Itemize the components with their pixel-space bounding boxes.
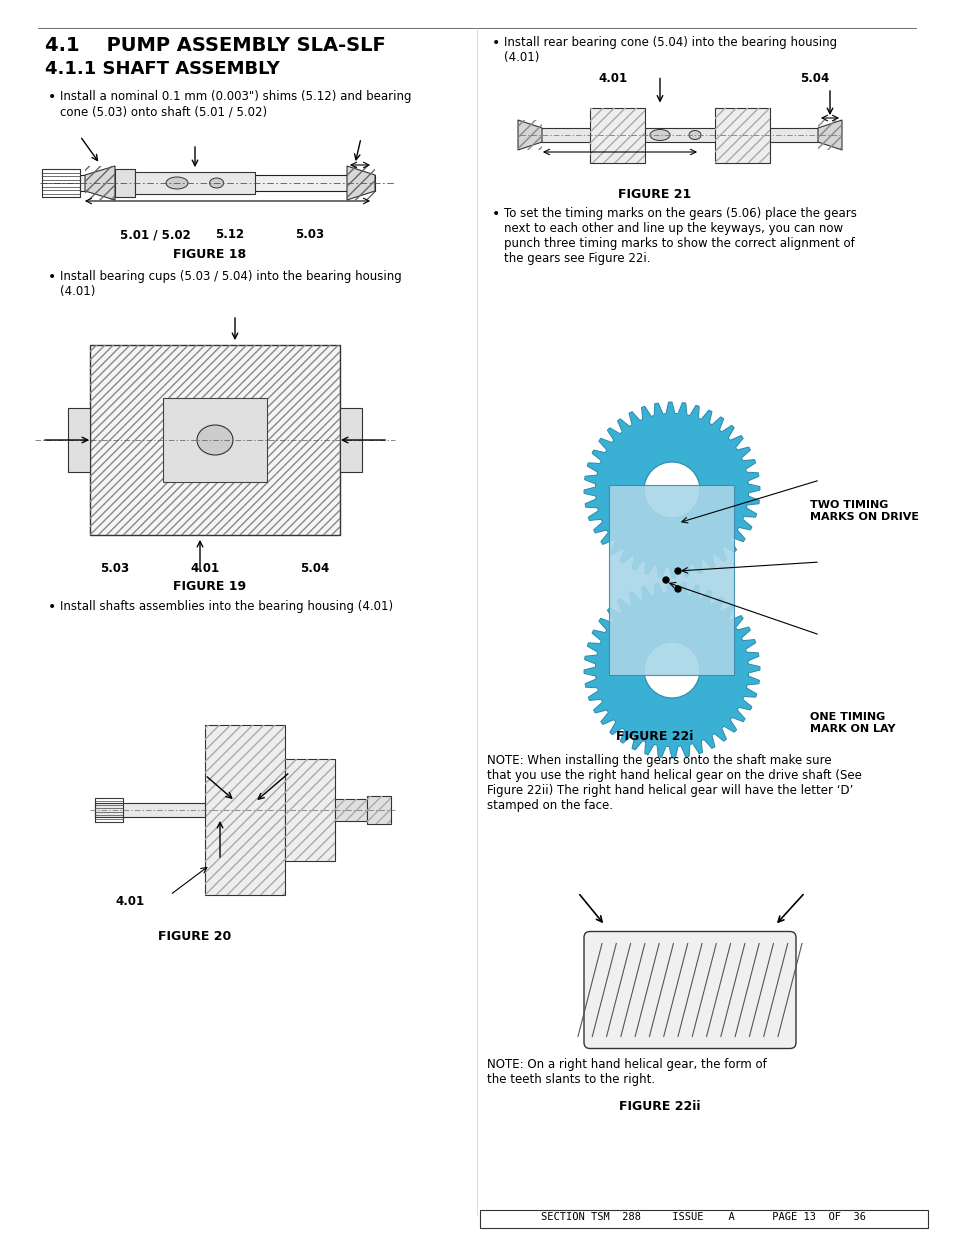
Text: FIGURE 22ii: FIGURE 22ii xyxy=(618,1100,700,1113)
Bar xyxy=(539,128,820,142)
Bar xyxy=(205,725,285,895)
Text: Install shafts assemblies into the bearing housing (4.01): Install shafts assemblies into the beari… xyxy=(60,600,393,613)
Bar xyxy=(85,165,115,200)
Text: 4.01: 4.01 xyxy=(190,562,219,576)
Circle shape xyxy=(643,642,700,698)
Text: FIGURE 22i: FIGURE 22i xyxy=(616,730,693,743)
Bar xyxy=(714,107,769,163)
Text: FIGURE 18: FIGURE 18 xyxy=(173,248,246,261)
Text: 4.01: 4.01 xyxy=(115,895,144,908)
Polygon shape xyxy=(85,165,115,200)
Text: ONE TIMING
MARK ON LAY: ONE TIMING MARK ON LAY xyxy=(809,713,895,734)
Bar xyxy=(335,799,367,821)
Bar xyxy=(267,345,339,535)
Text: 5.04: 5.04 xyxy=(800,72,828,85)
Bar xyxy=(339,408,361,472)
Text: •: • xyxy=(48,600,56,614)
Bar xyxy=(589,107,644,163)
Text: Install a nominal 0.1 mm (0.003") shims (5.12) and bearing
cone (5.03) onto shaf: Install a nominal 0.1 mm (0.003") shims … xyxy=(60,90,411,119)
Bar xyxy=(285,760,335,861)
Ellipse shape xyxy=(688,131,700,140)
Text: 5.01 / 5.02: 5.01 / 5.02 xyxy=(120,228,191,241)
Text: 4.1.1 SHAFT ASSEMBLY: 4.1.1 SHAFT ASSEMBLY xyxy=(45,61,279,78)
Polygon shape xyxy=(517,120,541,149)
Ellipse shape xyxy=(196,425,233,454)
Polygon shape xyxy=(817,120,841,149)
Polygon shape xyxy=(347,165,375,200)
Text: Install rear bearing cone (5.04) into the bearing housing
(4.01): Install rear bearing cone (5.04) into th… xyxy=(503,36,836,64)
Bar xyxy=(335,799,367,821)
Bar xyxy=(205,725,285,895)
Bar xyxy=(95,803,205,818)
Text: NOTE: When installing the gears onto the shaft make sure
that you use the right : NOTE: When installing the gears onto the… xyxy=(486,755,861,811)
Bar xyxy=(95,798,123,823)
Text: 5.03: 5.03 xyxy=(294,228,324,241)
Text: FIGURE 20: FIGURE 20 xyxy=(158,930,232,944)
Bar xyxy=(714,107,769,163)
Polygon shape xyxy=(583,582,760,758)
Bar xyxy=(163,482,267,535)
Bar xyxy=(80,175,375,191)
Bar xyxy=(589,107,644,163)
Ellipse shape xyxy=(210,178,223,188)
Circle shape xyxy=(675,585,680,592)
Text: 4.1    PUMP ASSEMBLY SLA-SLF: 4.1 PUMP ASSEMBLY SLA-SLF xyxy=(45,36,385,56)
Text: NOTE: On a right hand helical gear, the form of
the teeth slants to the right.: NOTE: On a right hand helical gear, the … xyxy=(486,1058,766,1086)
Polygon shape xyxy=(583,403,760,578)
Bar xyxy=(347,165,375,200)
Text: 5.04: 5.04 xyxy=(299,562,329,576)
Text: TWO TIMING
MARKS ON DRIVE: TWO TIMING MARKS ON DRIVE xyxy=(809,500,918,521)
Text: 5.12: 5.12 xyxy=(214,228,244,241)
Circle shape xyxy=(643,462,700,517)
Bar xyxy=(163,398,267,482)
Ellipse shape xyxy=(649,130,669,141)
Bar xyxy=(68,408,90,472)
FancyBboxPatch shape xyxy=(583,931,795,1049)
Bar xyxy=(90,345,163,535)
Bar xyxy=(817,120,841,149)
Bar xyxy=(135,172,254,194)
Bar xyxy=(163,345,267,398)
Circle shape xyxy=(662,577,668,583)
Bar xyxy=(367,797,391,824)
Bar xyxy=(517,120,541,149)
Text: Install bearing cups (5.03 / 5.04) into the bearing housing
(4.01): Install bearing cups (5.03 / 5.04) into … xyxy=(60,270,401,298)
Bar xyxy=(90,345,339,535)
Text: •: • xyxy=(48,270,56,284)
Bar xyxy=(42,169,80,198)
Text: •: • xyxy=(492,36,499,49)
Text: •: • xyxy=(48,90,56,104)
Text: 5.03: 5.03 xyxy=(100,562,129,576)
Bar xyxy=(115,169,135,198)
Ellipse shape xyxy=(166,177,188,189)
Bar xyxy=(285,760,335,861)
Bar xyxy=(479,1210,927,1228)
Text: To set the timing marks on the gears (5.06) place the gears
next to each other a: To set the timing marks on the gears (5.… xyxy=(503,207,856,266)
Text: •: • xyxy=(492,207,499,221)
Bar xyxy=(609,485,734,676)
Bar xyxy=(367,797,391,824)
Text: FIGURE 21: FIGURE 21 xyxy=(618,188,691,201)
Text: SECTION TSM  288     ISSUE    A      PAGE 13  OF  36: SECTION TSM 288 ISSUE A PAGE 13 OF 36 xyxy=(541,1212,865,1221)
Text: FIGURE 19: FIGURE 19 xyxy=(173,580,246,593)
Circle shape xyxy=(675,568,680,574)
Text: 4.01: 4.01 xyxy=(598,72,626,85)
